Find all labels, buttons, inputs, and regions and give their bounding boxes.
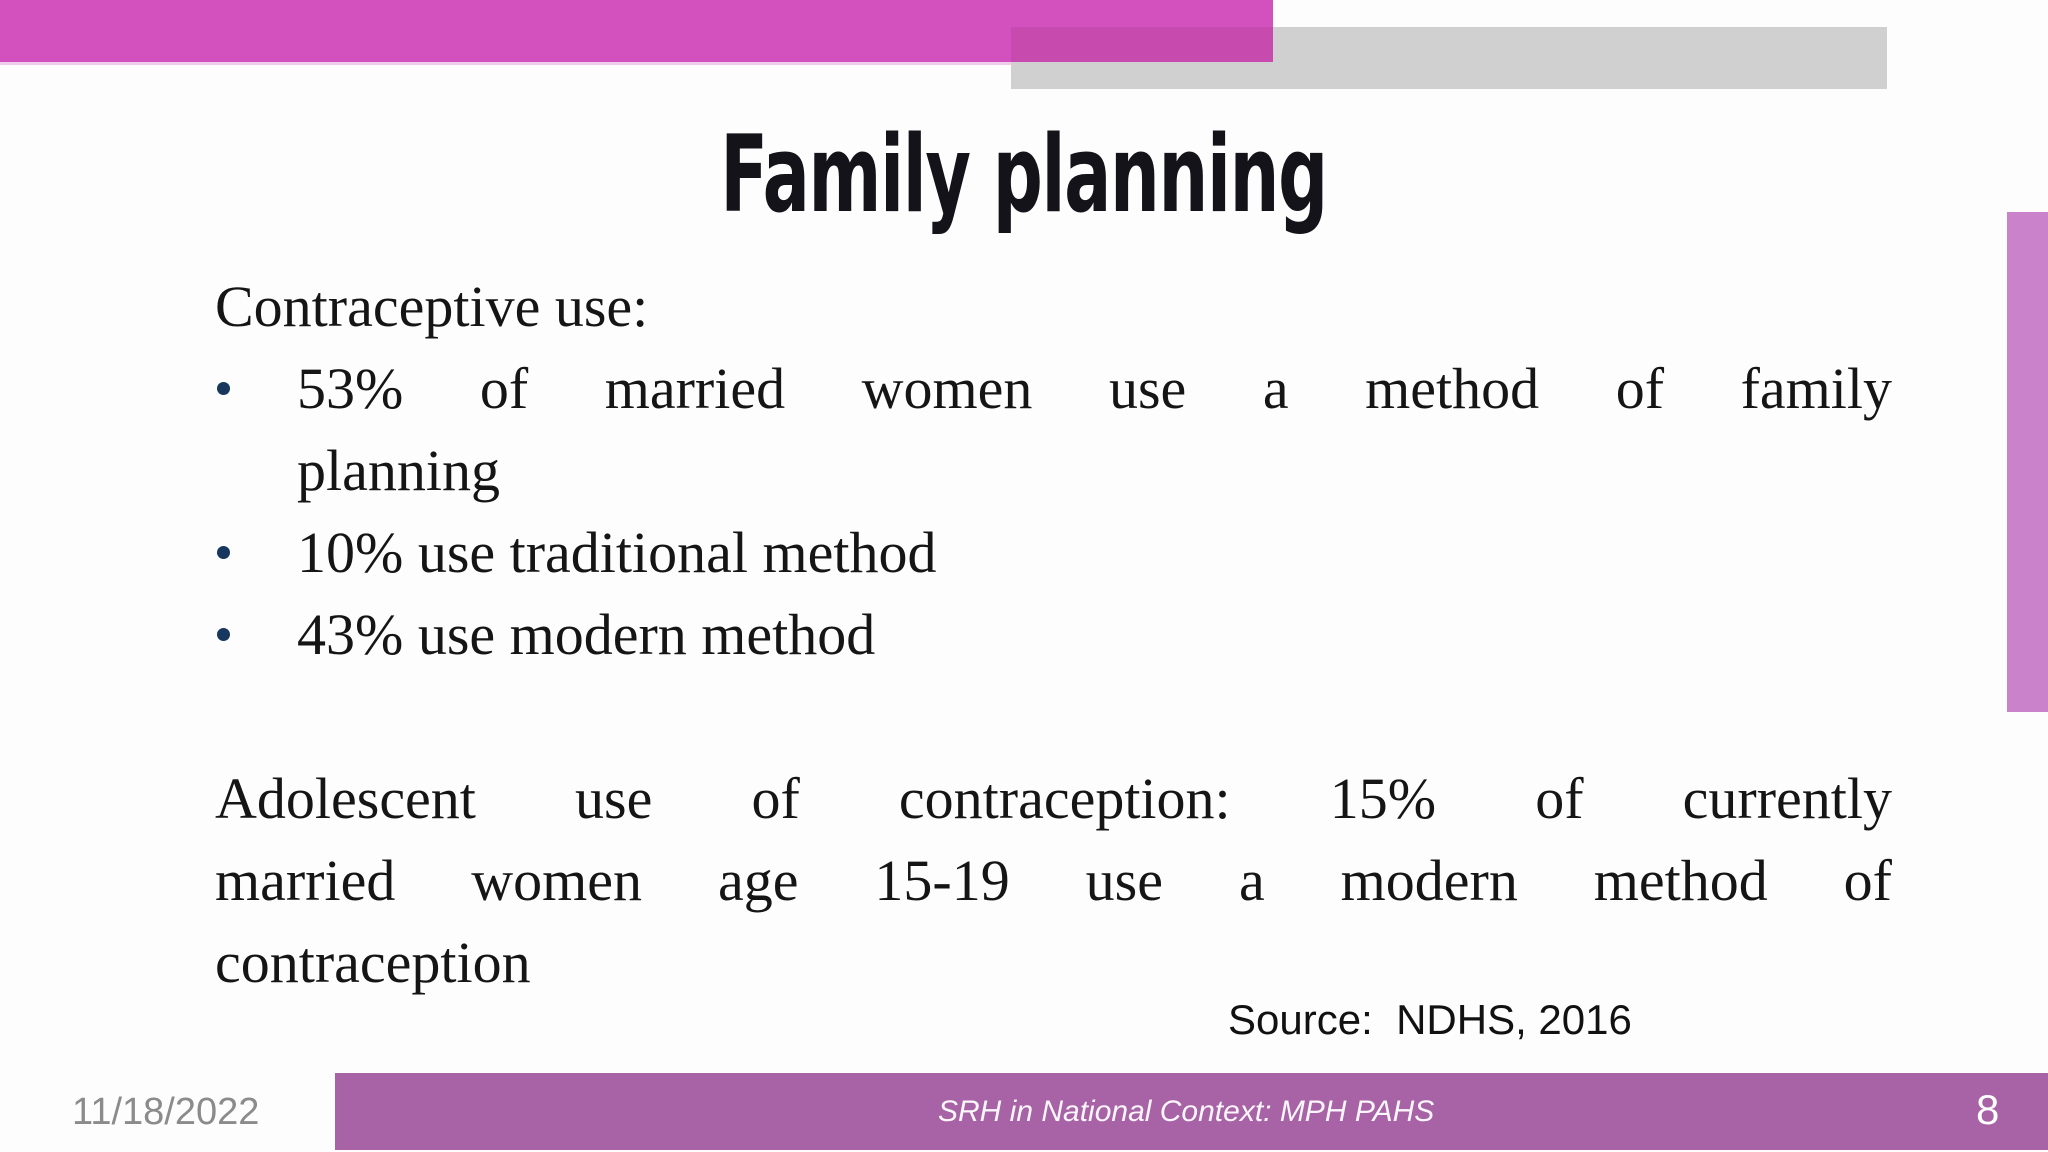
bullet-dot-icon — [217, 628, 230, 641]
bullet-line: 43% use modern method — [297, 602, 876, 667]
bullet-item: 53% of married women use a method of fam… — [215, 348, 1892, 512]
slide-title: Family planning — [0, 120, 2048, 230]
header-bars-overlap — [1011, 27, 1273, 62]
paragraph-line: Adolescent use of contraception: 15% of … — [215, 766, 1892, 831]
paragraph-line: contraception — [215, 930, 531, 995]
footer-page-number: 8 — [1976, 1086, 2000, 1133]
bullet-item: 10% use traditional method — [215, 512, 1892, 594]
intro-line: Contraceptive use: — [215, 274, 649, 339]
body-text-block: Contraceptive use: 53% of married women … — [215, 266, 1892, 1004]
right-accent-bar — [2007, 212, 2048, 712]
adolescent-paragraph: Adolescent use of contraception: 15% of … — [215, 758, 1892, 1004]
footer-caption: SRH in National Context: MPH PAHS — [938, 1095, 1435, 1128]
slide-title-text: Family planning — [720, 113, 1329, 236]
bullet-dot-icon — [217, 546, 230, 559]
bullet-line: 53% of married women use a method of fam… — [297, 356, 1892, 421]
footer-date: 11/18/2022 — [72, 1091, 260, 1133]
bullet-line: planning — [297, 438, 500, 503]
paragraph-line: married women age 15-19 use a modern met… — [215, 848, 1892, 913]
footer-purple-bar — [335, 1073, 2048, 1150]
header-magenta-bar-edge — [0, 62, 1011, 65]
bullet-list: 53% of married women use a method of fam… — [215, 348, 1892, 676]
bullet-dot-icon — [217, 382, 230, 395]
source-citation: Source: NDHS, 2016 — [1228, 996, 1632, 1043]
bullet-line: 10% use traditional method — [297, 520, 937, 585]
bullet-item: 43% use modern method — [215, 594, 1892, 676]
blank-line-spacer — [215, 676, 1892, 758]
